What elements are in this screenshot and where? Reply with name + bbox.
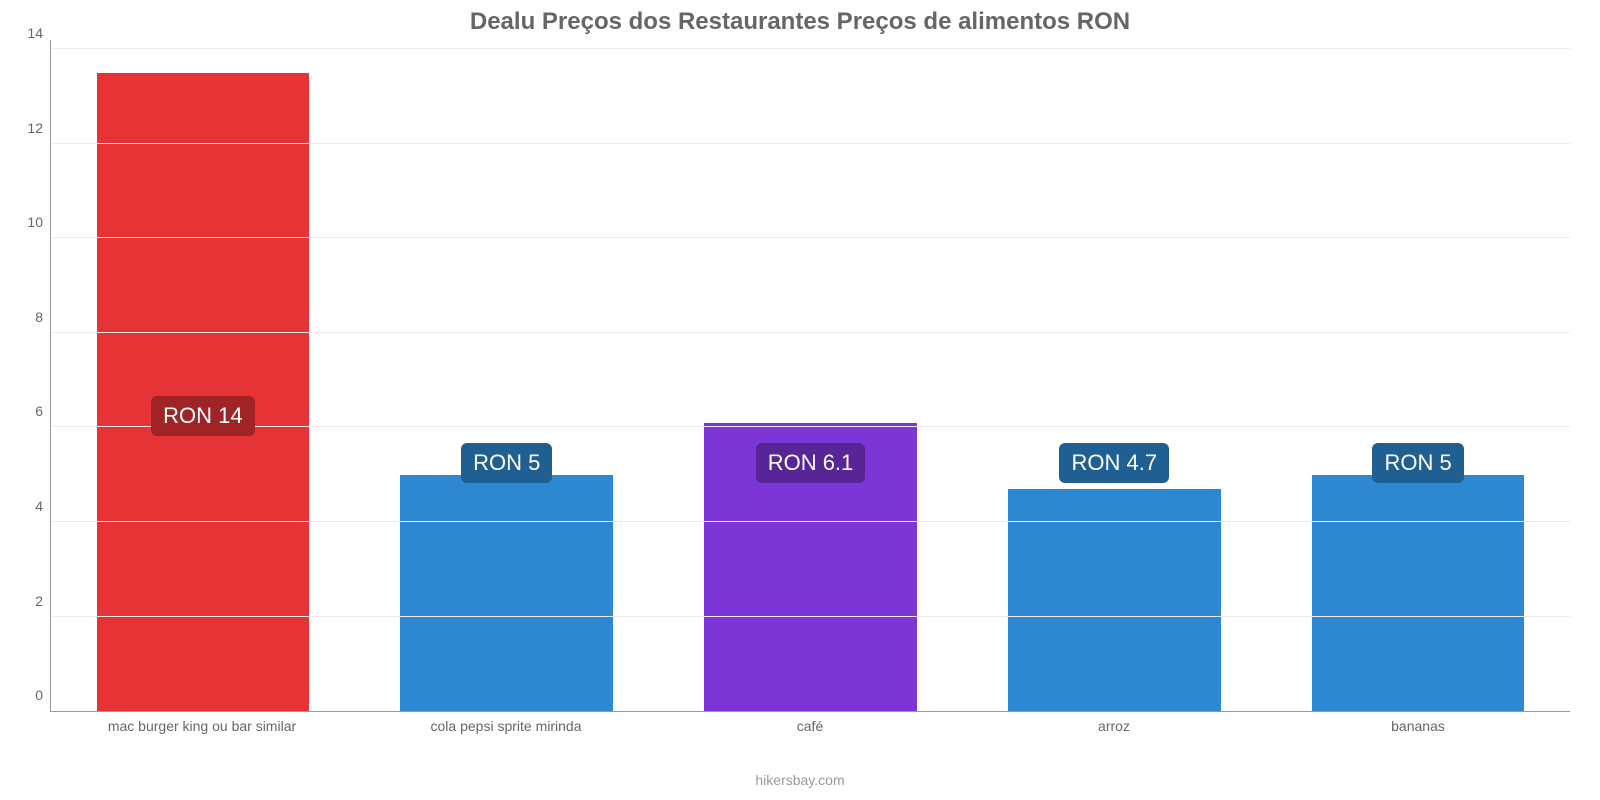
bar-slot: RON 5 [355,40,659,711]
y-tick-label: 2 [35,593,43,609]
gridline [51,521,1570,522]
x-tick-label: cola pepsi sprite mirinda [354,712,658,740]
x-tick-label: mac burger king ou bar similar [50,712,354,740]
y-tick-label: 12 [27,120,43,136]
bar: RON 5 [400,475,613,711]
x-tick-label: bananas [1266,712,1570,740]
bar-slot: RON 14 [51,40,355,711]
x-tick-label: café [658,712,962,740]
bar-value-label: RON 5 [1372,443,1463,483]
y-tick-label: 10 [27,214,43,230]
gridline [51,237,1570,238]
chart-container: RON 14RON 5RON 6.1RON 4.7RON 5 024681012… [50,40,1570,740]
gridline [51,616,1570,617]
bar-slot: RON 4.7 [962,40,1266,711]
y-tick-label: 0 [35,687,43,703]
y-tick-label: 8 [35,309,43,325]
gridline [51,332,1570,333]
bar-slot: RON 6.1 [659,40,963,711]
gridline [51,143,1570,144]
y-tick-label: 14 [27,25,43,41]
y-tick-label: 4 [35,498,43,514]
x-tick-label: arroz [962,712,1266,740]
x-axis-labels: mac burger king ou bar similarcola pepsi… [50,712,1570,740]
bar-value-label: RON 6.1 [756,443,866,483]
bars-wrap: RON 14 RON 5 RON 6.1 RON 4.7 RON 5 [51,40,1570,711]
bar-value-label: RON 5 [461,443,552,483]
bar-value-label: RON 4.7 [1059,443,1169,483]
bar: RON 5 [1312,475,1525,711]
y-tick-label: 6 [35,403,43,419]
bar: RON 6.1 [704,423,917,711]
bar-slot: RON 5 [1266,40,1570,711]
footer-credit: hikersbay.com [0,772,1600,788]
bar-value-label: RON 14 [151,396,254,436]
bar: RON 4.7 [1008,489,1221,711]
chart-title: Dealu Preços dos Restaurantes Preços de … [0,0,1600,40]
plot-area: RON 14RON 5RON 6.1RON 4.7RON 5 024681012… [50,40,1570,712]
gridline [51,426,1570,427]
gridline [51,48,1570,49]
